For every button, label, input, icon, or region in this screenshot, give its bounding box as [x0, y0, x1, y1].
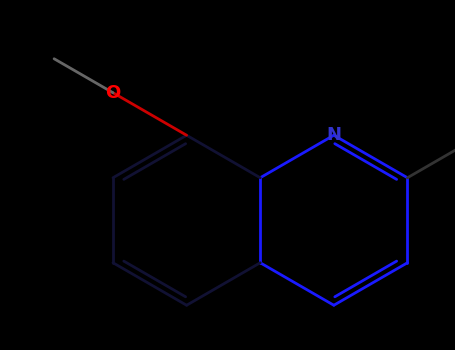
Text: N: N — [326, 126, 341, 144]
Text: O: O — [106, 84, 121, 102]
